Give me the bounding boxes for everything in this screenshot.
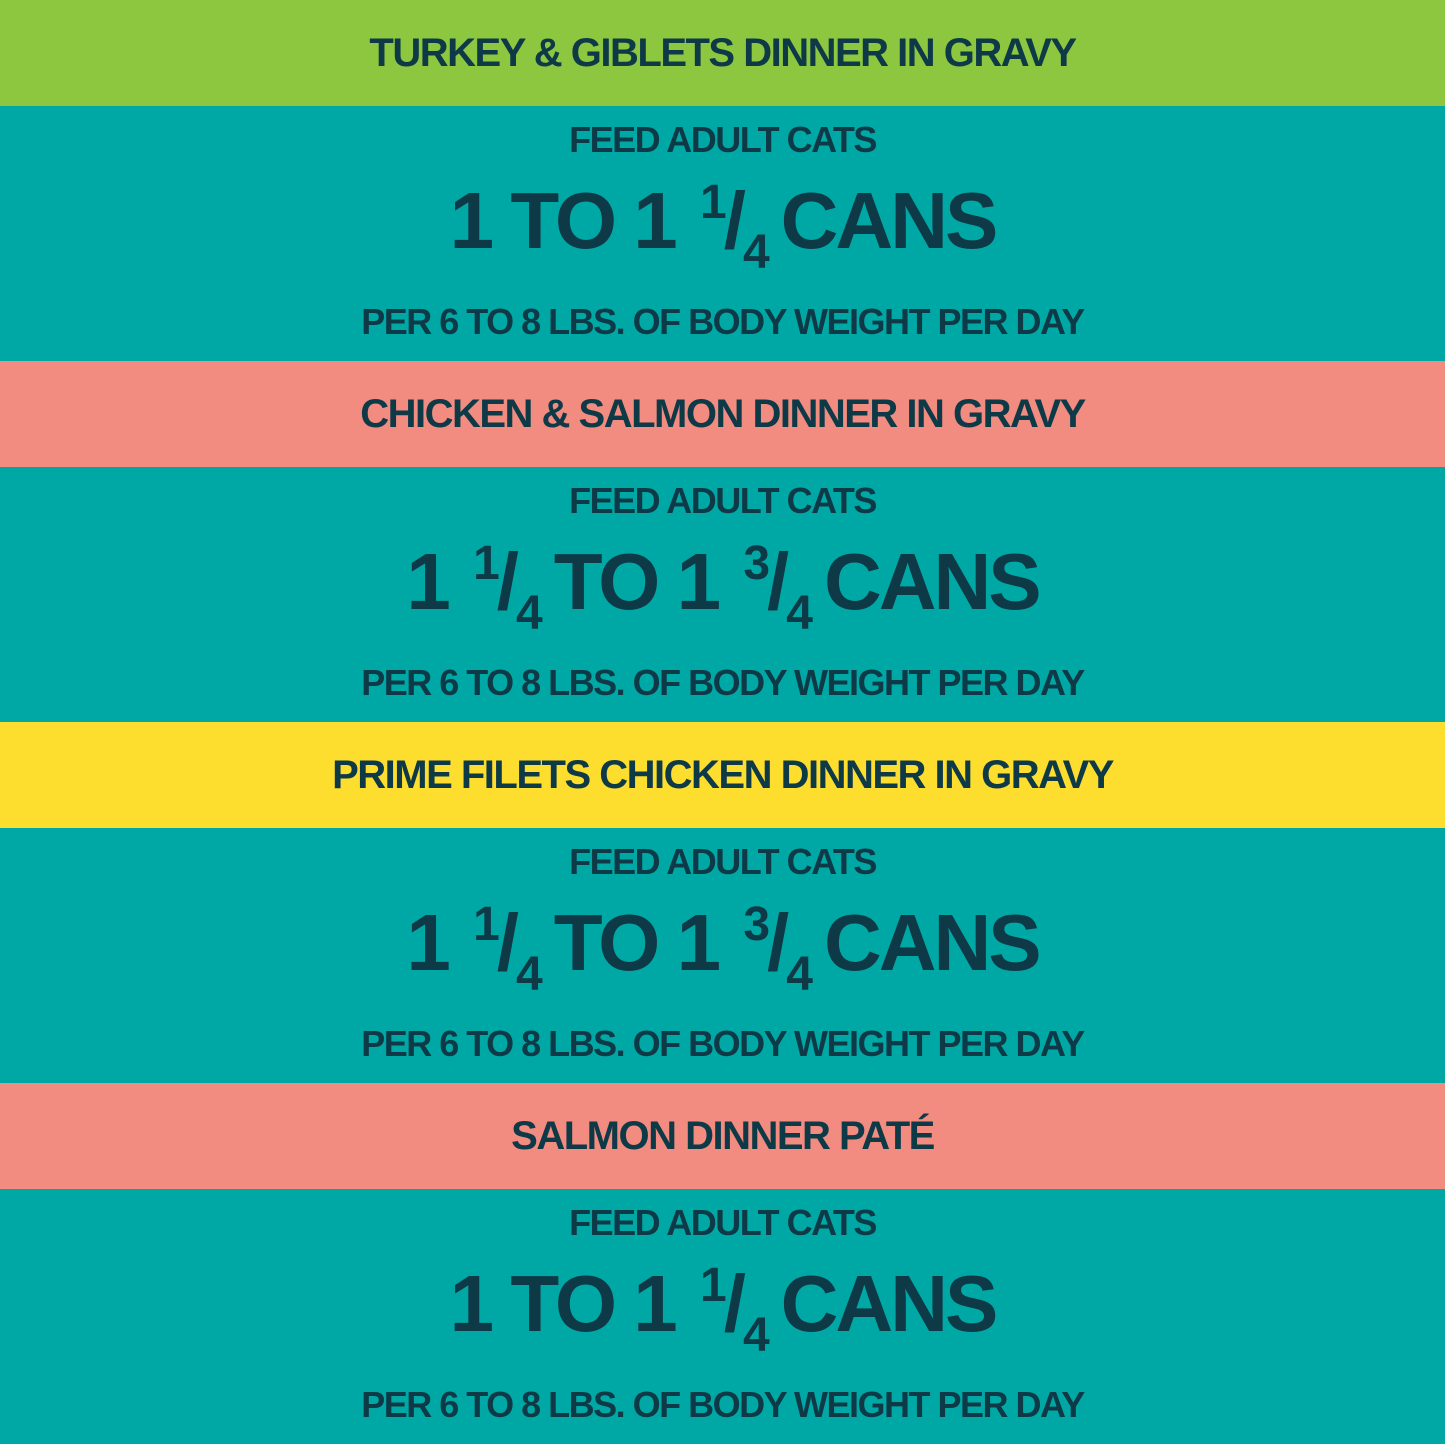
feeding-instructions: FEED ADULT CATS 1 1/4 TO 1 3/4 CANS PER 6 … [0, 828, 1445, 1083]
fraction-denominator: 4 [786, 587, 813, 640]
fraction-denominator: 4 [742, 226, 770, 279]
product-title: PRIME FILETS CHICKEN DINNER IN GRAVY [332, 753, 1114, 797]
per-weight-label: PER 6 TO 8 LBS. OF BODY WEIGHT PER DAY [361, 1384, 1085, 1425]
feeding-amount: 1 TO 1 1/4 CANS [0, 1259, 1445, 1360]
amount-text: CANS [823, 898, 1042, 987]
fraction-slash: / [496, 898, 519, 987]
feeding-instructions: FEED ADULT CATS 1 TO 1 1/4 CANS PER 6 TO … [0, 1189, 1445, 1444]
feeding-amount: 1 1/4 TO 1 3/4 CANS [0, 898, 1445, 999]
amount-text: CANS [780, 1259, 999, 1348]
fraction-numerator: 3 [743, 537, 770, 590]
per-weight-label: PER 6 TO 8 LBS. OF BODY WEIGHT PER DAY [361, 1023, 1085, 1064]
fraction-numerator: 1 [700, 176, 727, 229]
fraction-numerator: 1 [700, 1259, 727, 1312]
feed-label: FEED ADULT CATS [569, 841, 877, 882]
amount-fraction: 3/4 [737, 901, 824, 999]
fraction-denominator: 4 [516, 948, 543, 1001]
amount-text: 1 TO 1 [449, 176, 678, 265]
feeding-amount: 1 TO 1 1/4 CANS [0, 176, 1445, 277]
fraction-slash: / [723, 176, 746, 265]
amount-fraction: 1/4 [694, 179, 781, 277]
amount-text: 1 [406, 537, 450, 626]
fraction-slash: / [723, 1259, 746, 1348]
feeding-instructions: FEED ADULT CATS 1 1/4 TO 1 3/4 CANS PER 6 … [0, 467, 1445, 722]
product-title-band: PRIME FILETS CHICKEN DINNER IN GRAVY [0, 722, 1445, 828]
fraction-slash: / [496, 537, 519, 626]
fraction-slash: / [767, 898, 789, 987]
feed-label: FEED ADULT CATS [569, 480, 877, 521]
amount-fraction: 1/4 [694, 1262, 781, 1360]
per-weight-label: PER 6 TO 8 LBS. OF BODY WEIGHT PER DAY [361, 662, 1085, 703]
amount-text: TO 1 [553, 898, 721, 987]
product-title: SALMON DINNER PATÉ [511, 1114, 935, 1158]
fraction-numerator: 3 [743, 898, 770, 951]
fraction-numerator: 1 [473, 898, 500, 951]
amount-text: CANS [823, 537, 1042, 626]
product-title-band: TURKEY & GIBLETS DINNER IN GRAVY [0, 0, 1445, 106]
fraction-numerator: 1 [473, 537, 500, 590]
fraction-denominator: 4 [516, 587, 543, 640]
product-title-band: CHICKEN & SALMON DINNER IN GRAVY [0, 361, 1445, 467]
amount-fraction: 1/4 [467, 540, 554, 638]
amount-text: 1 TO 1 [449, 1259, 678, 1348]
fraction-slash: / [767, 537, 789, 626]
feed-label: FEED ADULT CATS [569, 119, 877, 160]
per-weight-label: PER 6 TO 8 LBS. OF BODY WEIGHT PER DAY [361, 301, 1085, 342]
feed-label: FEED ADULT CATS [569, 1202, 877, 1243]
fraction-denominator: 4 [786, 948, 813, 1001]
product-title: TURKEY & GIBLETS DINNER IN GRAVY [369, 31, 1077, 75]
amount-text: CANS [780, 176, 999, 265]
feeding-amount: 1 1/4 TO 1 3/4 CANS [0, 537, 1445, 638]
amount-fraction: 3/4 [737, 540, 824, 638]
fraction-denominator: 4 [742, 1309, 770, 1362]
product-title-band: SALMON DINNER PATÉ [0, 1083, 1445, 1189]
feeding-instructions: FEED ADULT CATS 1 TO 1 1/4 CANS PER 6 TO … [0, 106, 1445, 361]
amount-text: 1 [406, 898, 450, 987]
amount-fraction: 1/4 [467, 901, 554, 999]
product-title: CHICKEN & SALMON DINNER IN GRAVY [360, 392, 1086, 436]
amount-text: TO 1 [553, 537, 721, 626]
